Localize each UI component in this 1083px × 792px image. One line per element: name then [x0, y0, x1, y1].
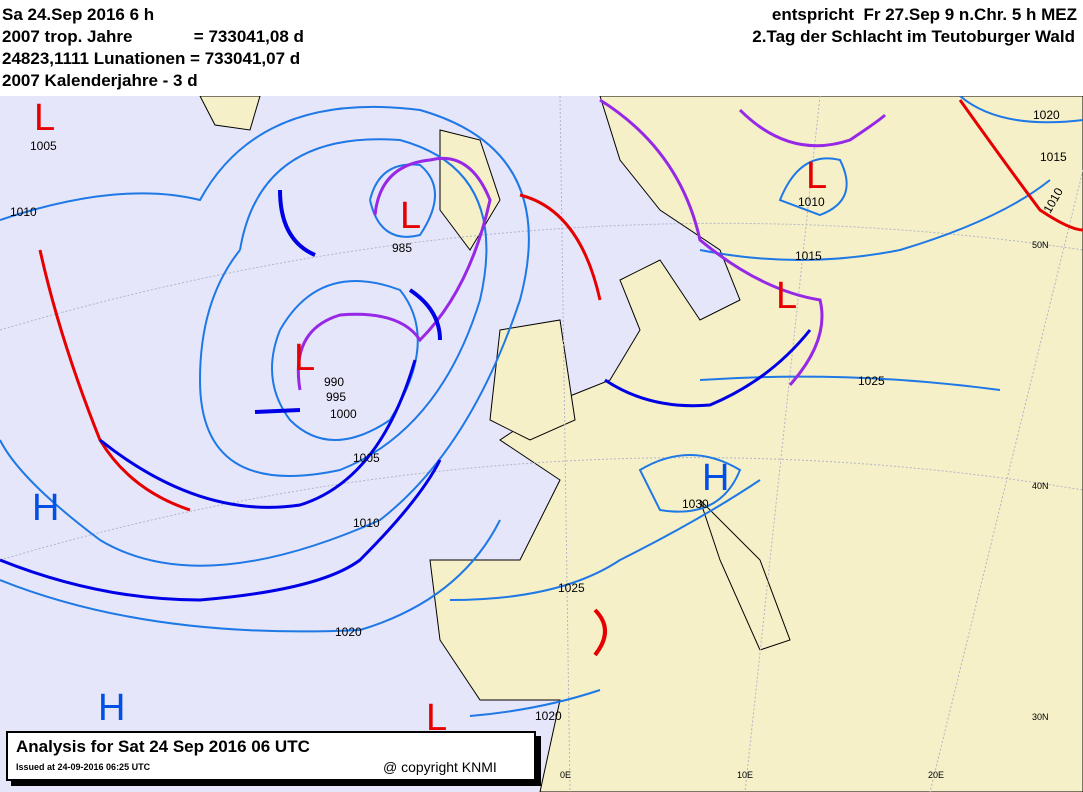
warm-front [519, 193, 602, 301]
isobar-label: 1010 [10, 205, 37, 219]
high-marker: H [702, 457, 729, 499]
low-marker: L [294, 337, 315, 379]
date-line: Sa 24.Sep 2016 6 h [2, 5, 155, 24]
latitude-label: 50N [1032, 240, 1049, 250]
cold-front [99, 359, 417, 509]
occluded-front [738, 108, 887, 148]
longitude-label: 10E [737, 770, 753, 780]
land-masses [199, 96, 1083, 792]
isobar-label: 1010 [798, 195, 825, 209]
equivalent-date-line: entspricht Fr 27.Sep 9 n.Chr. 5 h MEZ [771, 5, 1077, 24]
isobar-label: 1015 [795, 249, 822, 263]
isobar-label: 1025 [858, 374, 885, 388]
isobar-label: 1000 [330, 407, 357, 421]
isobar-label: 1010 [353, 516, 380, 530]
isobar-label: 1005 [30, 139, 57, 153]
trough [254, 189, 442, 414]
trough [593, 608, 607, 657]
event-line: 2.Tag der Schlacht im Teutoburger Wald [752, 27, 1075, 46]
low-marker: L [776, 275, 797, 317]
isobar-label: 1020 [535, 709, 562, 723]
isobar-label: 995 [326, 390, 346, 404]
latitude-label: 40N [1032, 481, 1049, 491]
lunations-line: 24823,1111 Lunationen = 733041,07 d [2, 49, 301, 68]
isobar-label: 985 [392, 241, 412, 255]
low-marker: L [400, 195, 421, 237]
longitude-label: 20E [928, 770, 944, 780]
cold-front [0, 459, 442, 602]
occluded-front [296, 156, 492, 391]
low-marker: L [34, 97, 55, 139]
synoptic-map: L L L L L L H H H 1005 1010 985 990 995 … [0, 96, 1083, 792]
isobar-label: 1020 [1033, 108, 1060, 122]
analysis-title: Analysis for Sat 24 Sep 2016 06 UTC [16, 737, 310, 756]
grid-labels: 50N 40N 30N 0E 10E 20E [560, 240, 1049, 780]
latitude-label: 30N [1032, 712, 1049, 722]
fronts [0, 98, 1083, 657]
isobar-label: 1030 [682, 497, 709, 511]
isobars [0, 96, 1083, 717]
cold-front [604, 329, 812, 408]
warm-front [38, 249, 191, 512]
calendar-years-line: 2007 Kalenderjahre - 3 d [2, 71, 198, 90]
low-marker: L [426, 697, 447, 739]
isobar-label: 1005 [353, 451, 380, 465]
high-marker: H [32, 487, 59, 529]
isobar-label: 1020 [335, 625, 362, 639]
isobar-label: 1015 [1040, 150, 1067, 164]
isobar-label: 1025 [558, 581, 585, 595]
pressure-systems: L L L L L L H H H [32, 97, 827, 739]
copyright: @ copyright KNMI [383, 759, 497, 775]
warm-front [958, 99, 1083, 232]
high-marker: H [98, 687, 125, 729]
low-marker: L [806, 155, 827, 197]
isobar-label: 990 [324, 375, 344, 389]
tropical-years-line: 2007 trop. Jahre = 733041,08 d [2, 27, 304, 46]
longitude-label: 0E [560, 770, 571, 780]
analysis-info-box: Analysis for Sat 24 Sep 2016 06 UTC Issu… [6, 731, 536, 781]
graticule [0, 96, 1083, 792]
issued-time: Issued at 24-09-2016 06:25 UTC [16, 762, 151, 772]
occluded-front [599, 98, 824, 386]
